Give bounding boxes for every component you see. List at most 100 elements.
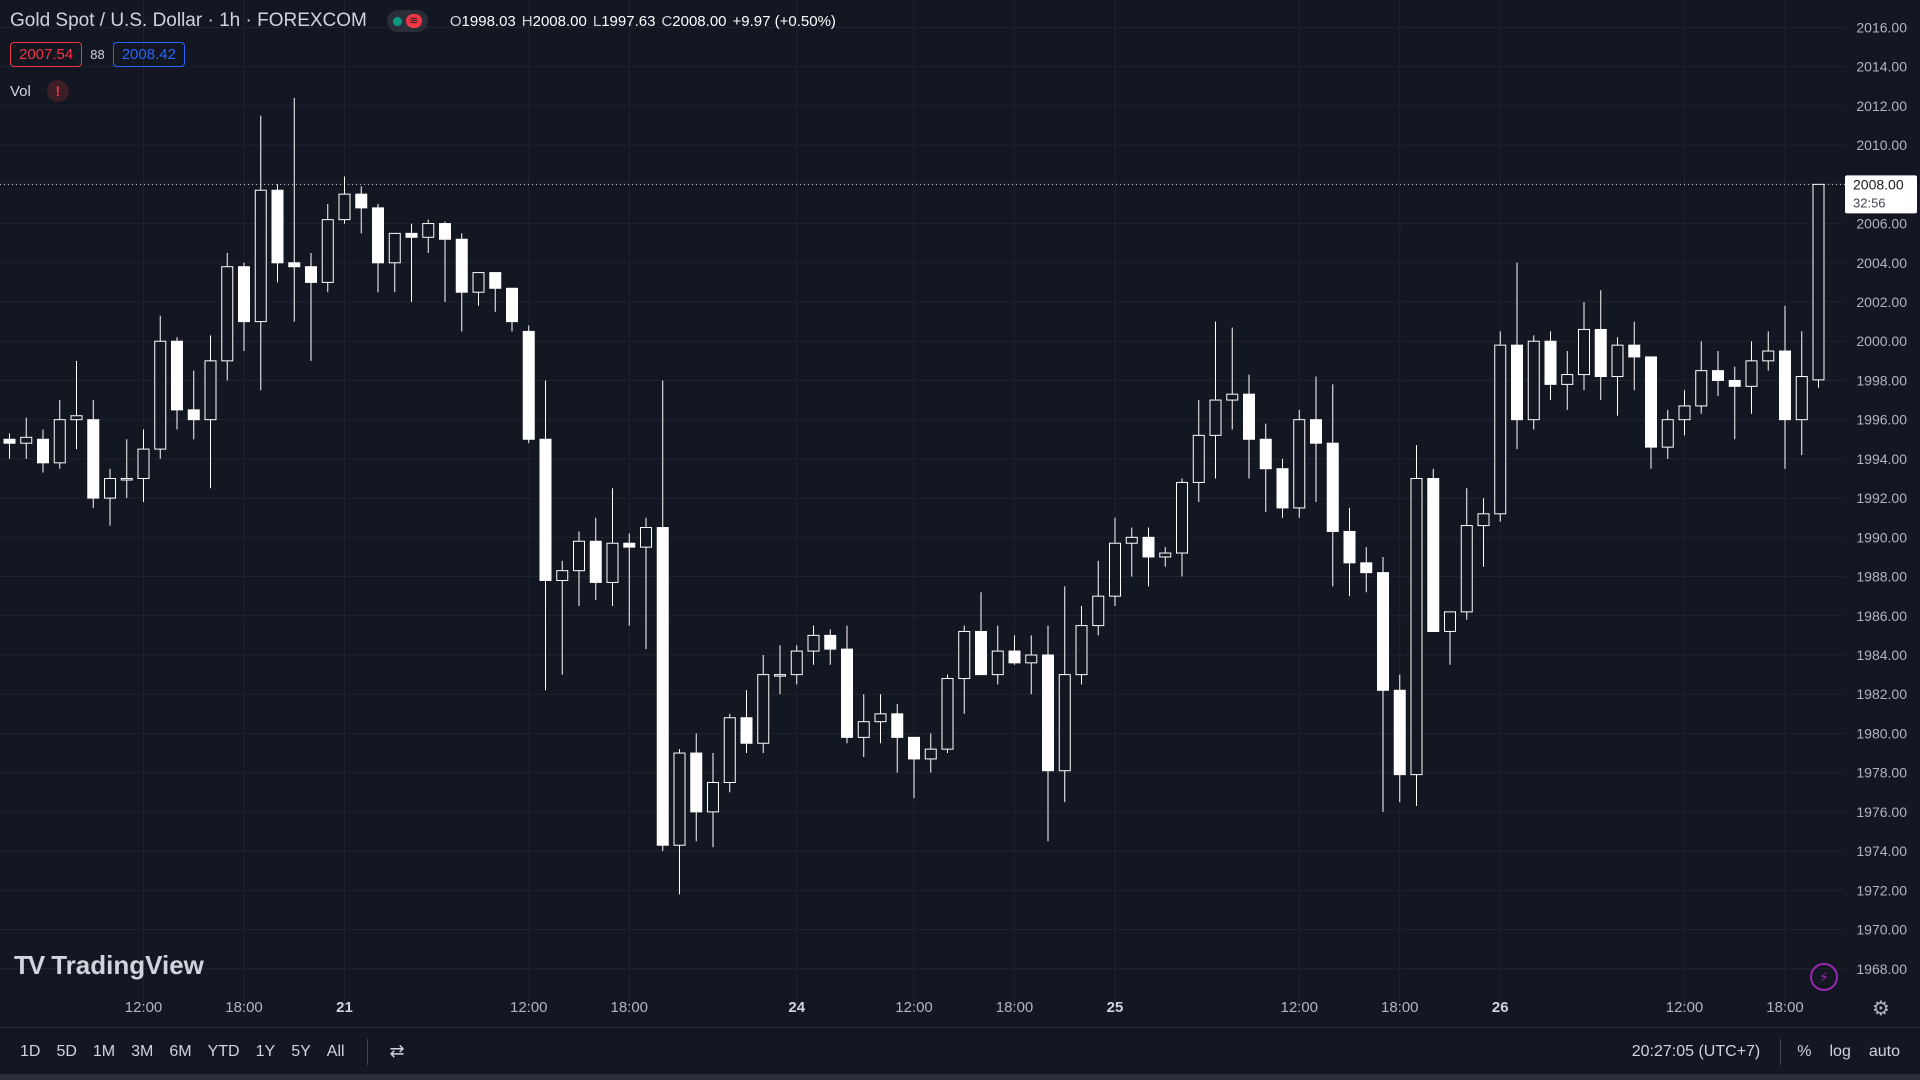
candle bbox=[891, 704, 904, 773]
candle bbox=[539, 380, 552, 691]
price-tick-label: 2006.00 bbox=[1856, 216, 1907, 232]
candle-body bbox=[506, 287, 518, 323]
sell-button[interactable]: 2007.54 bbox=[10, 42, 83, 67]
candle bbox=[1444, 611, 1456, 665]
candle bbox=[1109, 517, 1121, 606]
candle bbox=[305, 252, 317, 361]
toolbar-separator bbox=[366, 1038, 368, 1065]
candle bbox=[874, 694, 887, 744]
tradingview-logo[interactable]: TV TradingView bbox=[14, 950, 204, 981]
current-price-label: 2008.00 32:56 bbox=[1845, 175, 1917, 214]
candle-body bbox=[1360, 562, 1373, 574]
candle-body bbox=[120, 478, 133, 481]
range-button-3m[interactable]: 3M bbox=[131, 1042, 154, 1060]
clock[interactable]: 20:27:05 (UTC+7) bbox=[1631, 1042, 1761, 1060]
candle-body bbox=[1276, 468, 1289, 509]
candle bbox=[238, 262, 250, 352]
candle-body bbox=[1109, 542, 1121, 597]
lightning-icon[interactable]: ⚡ bbox=[1810, 963, 1838, 991]
candle-body bbox=[1393, 689, 1406, 776]
price-axis-scale[interactable]: 2016.00 2014.00 2012.00 2010.00 2008.00 2006.… bbox=[1845, 0, 1920, 1025]
candle bbox=[1527, 335, 1540, 430]
candle-body bbox=[723, 717, 736, 783]
chart-area[interactable] bbox=[0, 0, 1845, 1025]
candle bbox=[388, 232, 401, 293]
candle bbox=[606, 488, 619, 606]
price-tick-label: 1992.00 bbox=[1856, 490, 1907, 506]
candle bbox=[1042, 625, 1054, 842]
auto-scale-button[interactable]: auto bbox=[1868, 1042, 1900, 1060]
range-button-1y[interactable]: 1Y bbox=[255, 1042, 276, 1060]
range-button-5d[interactable]: 5D bbox=[56, 1042, 77, 1060]
percent-scale-button[interactable]: % bbox=[1797, 1042, 1812, 1060]
toolbar-separator bbox=[1780, 1038, 1782, 1065]
candle bbox=[941, 674, 954, 754]
candle-body bbox=[1293, 419, 1306, 509]
price-axis[interactable]: 2016.00 2014.00 2012.00 2010.00 2008.00 2006.… bbox=[1845, 0, 1920, 1025]
candle-body bbox=[589, 540, 602, 583]
candle bbox=[908, 736, 920, 799]
price-tick-label: 2004.00 bbox=[1856, 255, 1907, 271]
range-button-all[interactable]: All bbox=[326, 1042, 345, 1060]
candle-body bbox=[305, 266, 317, 283]
candle bbox=[857, 694, 870, 757]
candle-body bbox=[439, 223, 451, 240]
range-button-ytd[interactable]: YTD bbox=[207, 1042, 240, 1060]
candle-body bbox=[1594, 328, 1607, 378]
gear-icon[interactable]: ⚙ bbox=[1872, 998, 1890, 1020]
candle bbox=[37, 429, 49, 473]
volume-indicator-legend[interactable]: Vol ! bbox=[10, 80, 69, 102]
candle bbox=[740, 690, 753, 754]
candle-body bbox=[1377, 572, 1389, 691]
candle bbox=[1812, 183, 1825, 388]
candle-body bbox=[1243, 393, 1255, 440]
market-status-pill[interactable]: ≋ bbox=[386, 10, 428, 32]
candle-body bbox=[606, 542, 619, 583]
candle bbox=[70, 360, 83, 450]
candle bbox=[991, 625, 1004, 685]
candle-body bbox=[1092, 595, 1105, 627]
candle bbox=[204, 335, 217, 489]
time-tick-label: 18:00 bbox=[225, 999, 263, 1016]
spread-value: 88 bbox=[90, 47, 105, 62]
price-tick-label: 1976.00 bbox=[1856, 804, 1907, 820]
candle-body bbox=[1042, 654, 1054, 772]
candle bbox=[1192, 400, 1205, 503]
date-range-icon[interactable]: ⇄ bbox=[389, 1041, 405, 1061]
price-tick-label: 1968.00 bbox=[1856, 961, 1907, 977]
buy-button[interactable]: 2008.42 bbox=[112, 42, 185, 67]
price-tick-label: 2002.00 bbox=[1856, 294, 1907, 310]
range-button-6m[interactable]: 6M bbox=[169, 1042, 192, 1060]
candle bbox=[489, 272, 502, 312]
close-value: 2008.00 bbox=[672, 12, 727, 30]
candle bbox=[1310, 376, 1322, 503]
candle-body bbox=[1075, 625, 1088, 676]
range-button-1d[interactable]: 1D bbox=[20, 1042, 41, 1060]
candle bbox=[3, 433, 16, 459]
candle-body bbox=[807, 634, 820, 652]
time-tick-label: 18:00 bbox=[610, 999, 649, 1016]
price-tick-label: 1988.00 bbox=[1856, 569, 1907, 585]
symbol-title[interactable]: Gold Spot / U.S. Dollar · 1h · FOREXCOM bbox=[10, 10, 367, 31]
candle bbox=[288, 98, 301, 322]
open-value: 1998.03 bbox=[461, 12, 516, 30]
candle-body bbox=[1025, 654, 1038, 664]
warning-icon[interactable]: ! bbox=[46, 80, 69, 102]
symbol-legend: Gold Spot / U.S. Dollar · 1h · FOREXCOM … bbox=[10, 8, 836, 34]
candle-body bbox=[1008, 650, 1021, 664]
candlestick-chart[interactable] bbox=[0, 0, 1845, 1025]
candle bbox=[1259, 423, 1272, 512]
candle-body bbox=[908, 736, 920, 760]
range-button-5y[interactable]: 5Y bbox=[291, 1042, 311, 1060]
candle bbox=[573, 531, 585, 606]
candle bbox=[924, 733, 937, 773]
log-scale-button[interactable]: log bbox=[1829, 1042, 1851, 1060]
candle-body bbox=[405, 232, 418, 238]
low-value: 1997.63 bbox=[601, 12, 656, 30]
range-button-1m[interactable]: 1M bbox=[92, 1042, 116, 1060]
candle bbox=[137, 429, 150, 503]
candle bbox=[1795, 331, 1808, 455]
ohlc-values: O1998.03 H2008.00 L1997.63 C2008.00 +9.9… bbox=[450, 13, 836, 30]
candle-body bbox=[137, 448, 150, 480]
candle-body bbox=[1343, 530, 1356, 564]
